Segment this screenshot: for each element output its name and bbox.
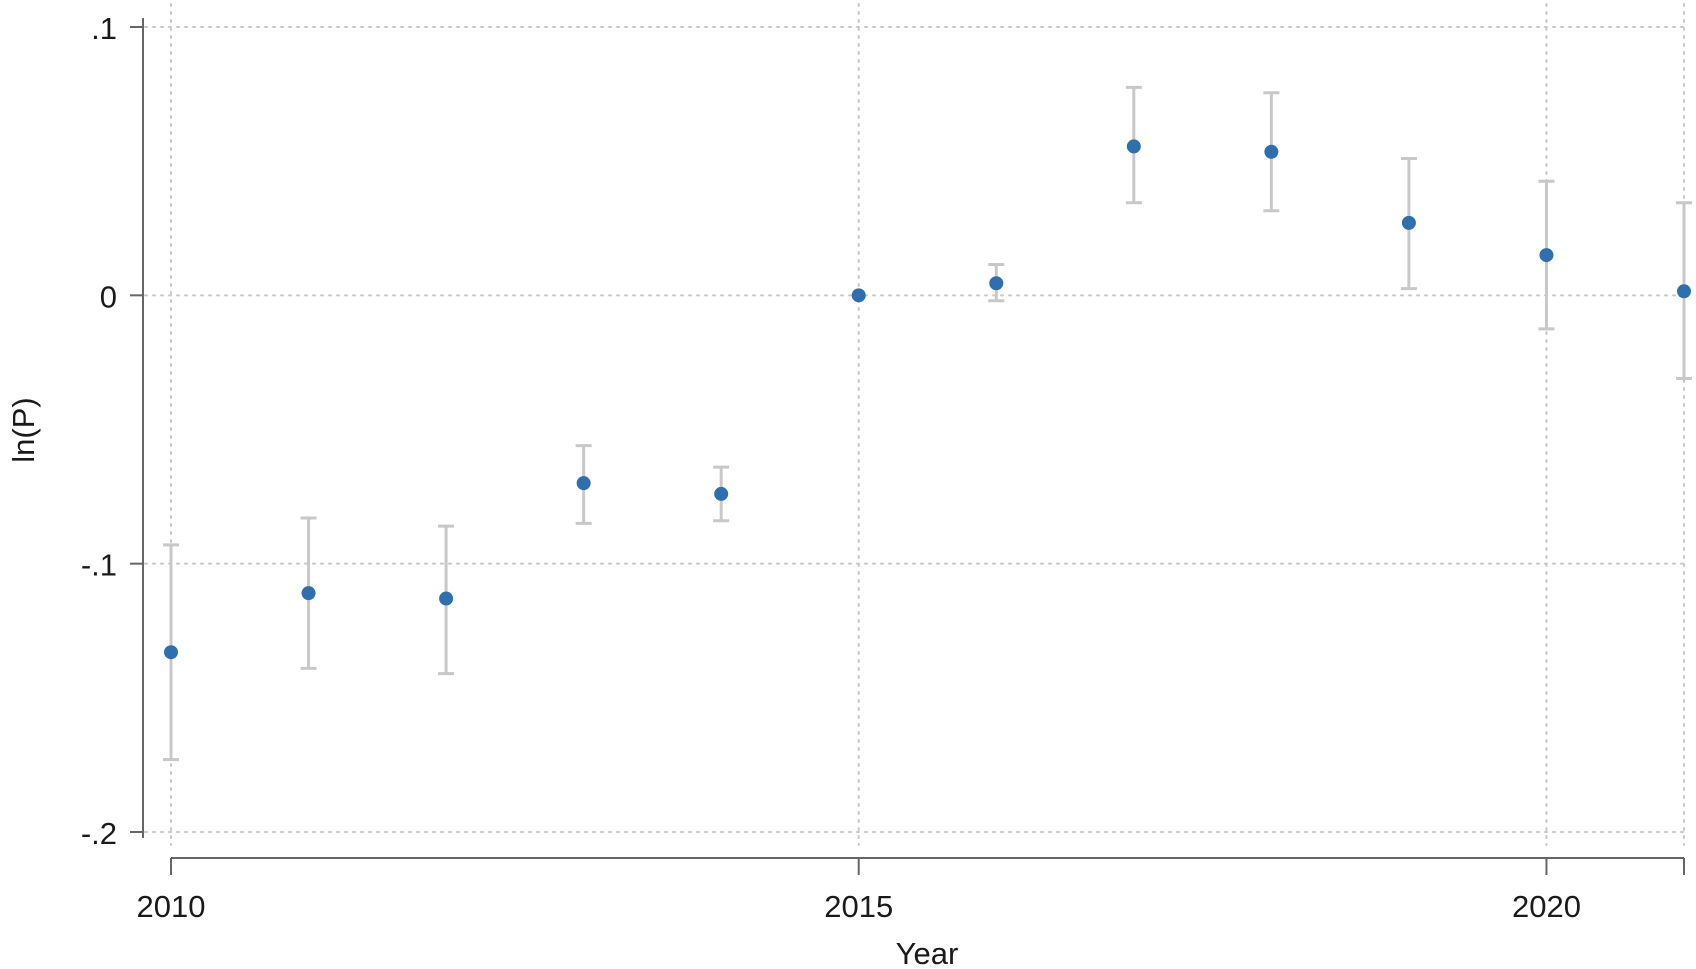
data-point-2016 bbox=[989, 276, 1004, 291]
x-axis-title: Year bbox=[896, 936, 959, 969]
y-tick-label-0: .1 bbox=[91, 11, 117, 46]
x-tick-label-2: 2020 bbox=[1512, 889, 1581, 924]
data-point-2021 bbox=[1677, 284, 1691, 299]
data-points bbox=[164, 139, 1691, 660]
grid-lines bbox=[144, 3, 1689, 846]
data-point-2011 bbox=[301, 586, 316, 601]
y-tick-label-1: 0 bbox=[100, 279, 117, 314]
y-axis-title: ln(P) bbox=[6, 397, 41, 462]
data-point-2013 bbox=[576, 476, 591, 491]
axes: .1 0 -.1 -.2 2010 2015 2020 bbox=[81, 11, 1685, 924]
data-point-2018 bbox=[1264, 144, 1279, 159]
data-point-2017 bbox=[1126, 139, 1141, 154]
data-point-2015 bbox=[851, 288, 866, 303]
data-point-2012 bbox=[439, 591, 454, 606]
y-tick-label-3: -.2 bbox=[81, 816, 117, 851]
data-point-2010 bbox=[164, 645, 178, 660]
data-point-2019 bbox=[1401, 215, 1416, 230]
data-point-2020 bbox=[1539, 248, 1554, 263]
data-point-2014 bbox=[714, 486, 729, 501]
error-bars bbox=[163, 85, 1692, 762]
y-tick-label-2: -.1 bbox=[81, 548, 117, 583]
x-tick-label-0: 2010 bbox=[137, 889, 206, 924]
x-tick-label-1: 2015 bbox=[824, 889, 893, 924]
